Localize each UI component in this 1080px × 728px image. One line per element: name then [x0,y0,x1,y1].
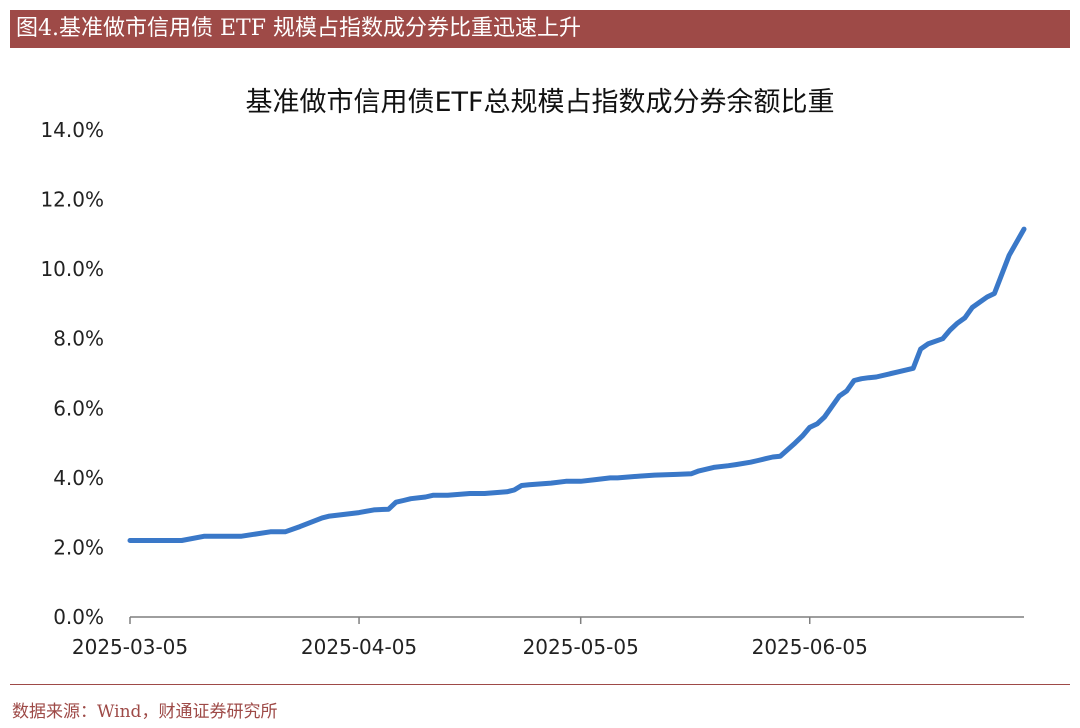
y-tick-label: 10.0% [40,257,104,281]
x-tick-label: 2025-05-05 [523,635,639,659]
x-tick-label: 2025-06-05 [752,635,868,659]
y-tick-label: 14.0% [40,118,104,142]
figure-title: 图4.基准做市信用债 ETF 规模占指数成分券比重迅速上升 [16,16,581,41]
series-layer [127,226,1027,543]
y-tick-label: 2.0% [53,535,104,559]
x-tick-label: 2025-03-05 [72,635,188,659]
y-tick-label: 8.0% [53,327,104,351]
source-divider [10,684,1070,685]
y-tick-label: 4.0% [53,466,104,490]
line-chart: 0.0% 2.0% 4.0% 6.0% 8.0% 10.0% 12.0% 14.0% 2025… [40,118,1027,659]
y-axis: 0.0% 2.0% 4.0% 6.0% 8.0% 10.0% 12.0% 14.0% [40,118,104,629]
y-tick-label: 0.0% [53,605,104,629]
chart-title: 基准做市信用债ETF总规模占指数成分券余额比重 [245,87,835,118]
series-line-0 [127,226,1027,543]
y-tick-label: 6.0% [53,396,104,420]
x-tick-label: 2025-04-05 [301,635,417,659]
x-axis: 2025-03-05 2025-04-05 2025-05-05 2025-06-05 [72,616,1024,659]
source-note: 数据来源：Wind，财通证券研究所 [12,702,278,722]
y-tick-label: 12.0% [40,188,104,212]
figure-banner: 图4.基准做市信用债 ETF 规模占指数成分券比重迅速上升 [10,10,1070,48]
